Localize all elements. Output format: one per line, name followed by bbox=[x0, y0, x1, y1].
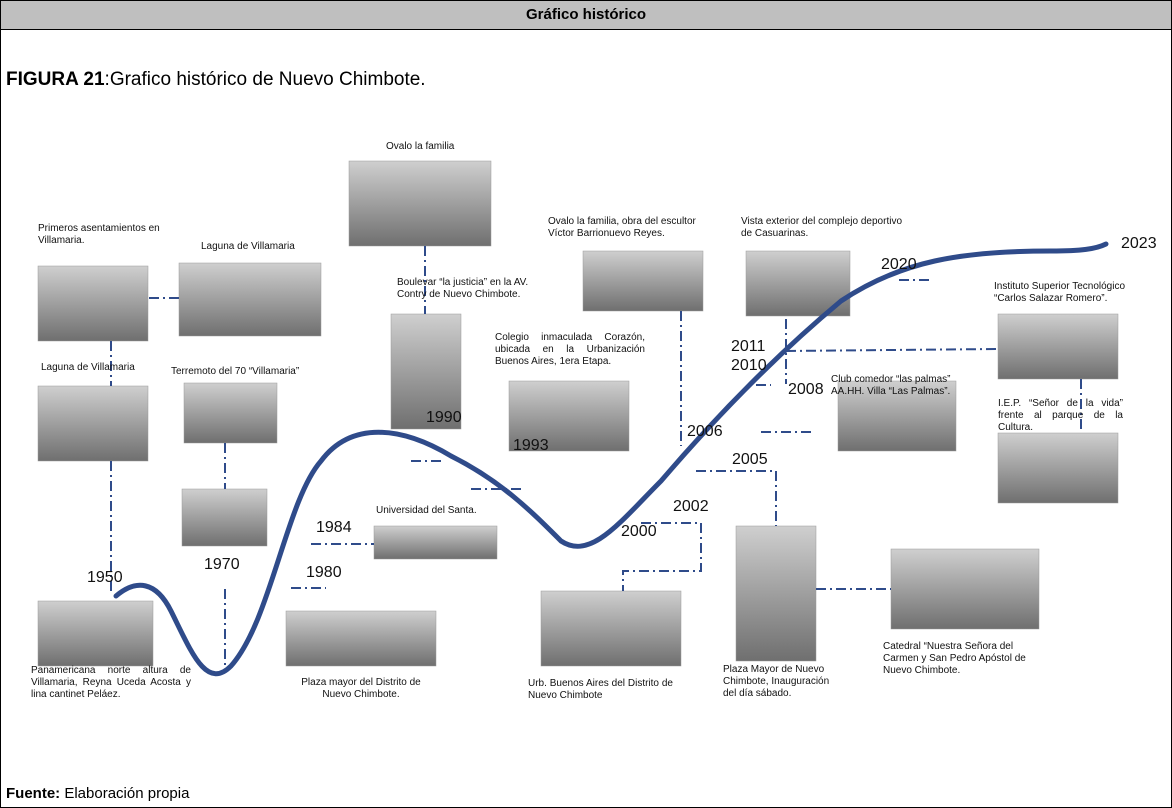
photo bbox=[390, 313, 462, 430]
photo bbox=[837, 380, 957, 452]
photo bbox=[285, 610, 437, 667]
figure-text: :Grafico histórico de Nuevo Chimbote. bbox=[104, 69, 426, 90]
year-label: 2011 bbox=[731, 338, 766, 355]
photo-caption: Boulevar “la justicia” en la AV. Contry … bbox=[397, 277, 529, 300]
photo-caption: Primeros asentamientos en Villamaria. bbox=[38, 223, 160, 246]
source-label: Fuente: bbox=[6, 785, 61, 802]
photo-caption: Colegio inmaculada Corazón, ubicada en l… bbox=[495, 332, 645, 367]
photo bbox=[348, 160, 492, 247]
year-label: 1993 bbox=[513, 437, 549, 454]
photo bbox=[997, 432, 1119, 504]
photo bbox=[890, 548, 1040, 630]
year-label: 2006 bbox=[687, 423, 723, 440]
photo bbox=[181, 488, 268, 547]
photo-caption: Plaza mayor del Distrito de Nuevo Chimbo… bbox=[301, 677, 421, 700]
year-label: 1970 bbox=[204, 556, 240, 573]
connectors bbox=[110, 246, 1082, 671]
photo-caption: Ovalo la familia, obra del escultor Víct… bbox=[548, 216, 696, 239]
photo-caption: Laguna de Villamaria bbox=[201, 241, 295, 252]
photo bbox=[373, 525, 498, 560]
photo-caption: Urb. Buenos Aires del Distrito de Nuevo … bbox=[528, 678, 673, 701]
header: Gráfico histórico bbox=[1, 1, 1171, 30]
photo-caption: Ovalo la familia bbox=[386, 141, 455, 152]
photo-caption: Club comedor “las palmas” AA.HH. Villa “… bbox=[831, 374, 951, 397]
year-label: 2010 bbox=[731, 357, 767, 374]
year-label: 2020 bbox=[881, 256, 917, 273]
photo bbox=[37, 600, 154, 667]
figure-caption: FIGURA 21:Grafico histórico de Nuevo Chi… bbox=[6, 69, 426, 91]
year-label: 1950 bbox=[87, 569, 123, 586]
year-label: 1984 bbox=[316, 519, 352, 536]
year-label: 2005 bbox=[732, 451, 768, 468]
source-text: Elaboración propia bbox=[64, 785, 190, 802]
photo-caption: Plaza Mayor de Nuevo Chimbote, Inaugurac… bbox=[723, 664, 830, 699]
year-label: 1990 bbox=[426, 409, 462, 426]
photo bbox=[37, 265, 149, 342]
photo-caption: Laguna de Villamaria bbox=[41, 362, 135, 373]
photo bbox=[508, 380, 630, 452]
photo bbox=[178, 262, 322, 337]
photo-caption: Vista exterior del complejo deportivo de… bbox=[741, 216, 903, 239]
photo-caption: Panamericana norte altura de Villamaria,… bbox=[31, 665, 191, 700]
photo-caption: Catedral “Nuestra Señora del Carmen y Sa… bbox=[883, 641, 1026, 676]
year-label: 1980 bbox=[306, 564, 342, 581]
year-label: 2002 bbox=[673, 498, 709, 515]
photo-caption: I.E.P. “Señor de la vida” frente al parq… bbox=[998, 398, 1123, 433]
year-label: 2000 bbox=[621, 523, 657, 540]
photo bbox=[183, 382, 278, 444]
photo bbox=[997, 313, 1119, 380]
photo bbox=[582, 250, 704, 312]
photo bbox=[540, 590, 682, 667]
timeline-curve bbox=[113, 241, 1109, 677]
year-label: 2023 bbox=[1121, 235, 1157, 252]
photo bbox=[37, 385, 149, 462]
photo-caption: Universidad del Santa. bbox=[376, 505, 477, 516]
photo-caption: Instituto Superior Tecnológico “Carlos S… bbox=[994, 281, 1126, 304]
year-label: 2008 bbox=[788, 381, 824, 398]
photo-caption: Terremoto del 70 “Villamaria” bbox=[171, 366, 300, 377]
figure-label: FIGURA 21 bbox=[6, 69, 105, 90]
source: Fuente: Elaboración propia bbox=[6, 785, 189, 802]
photo bbox=[735, 525, 817, 662]
